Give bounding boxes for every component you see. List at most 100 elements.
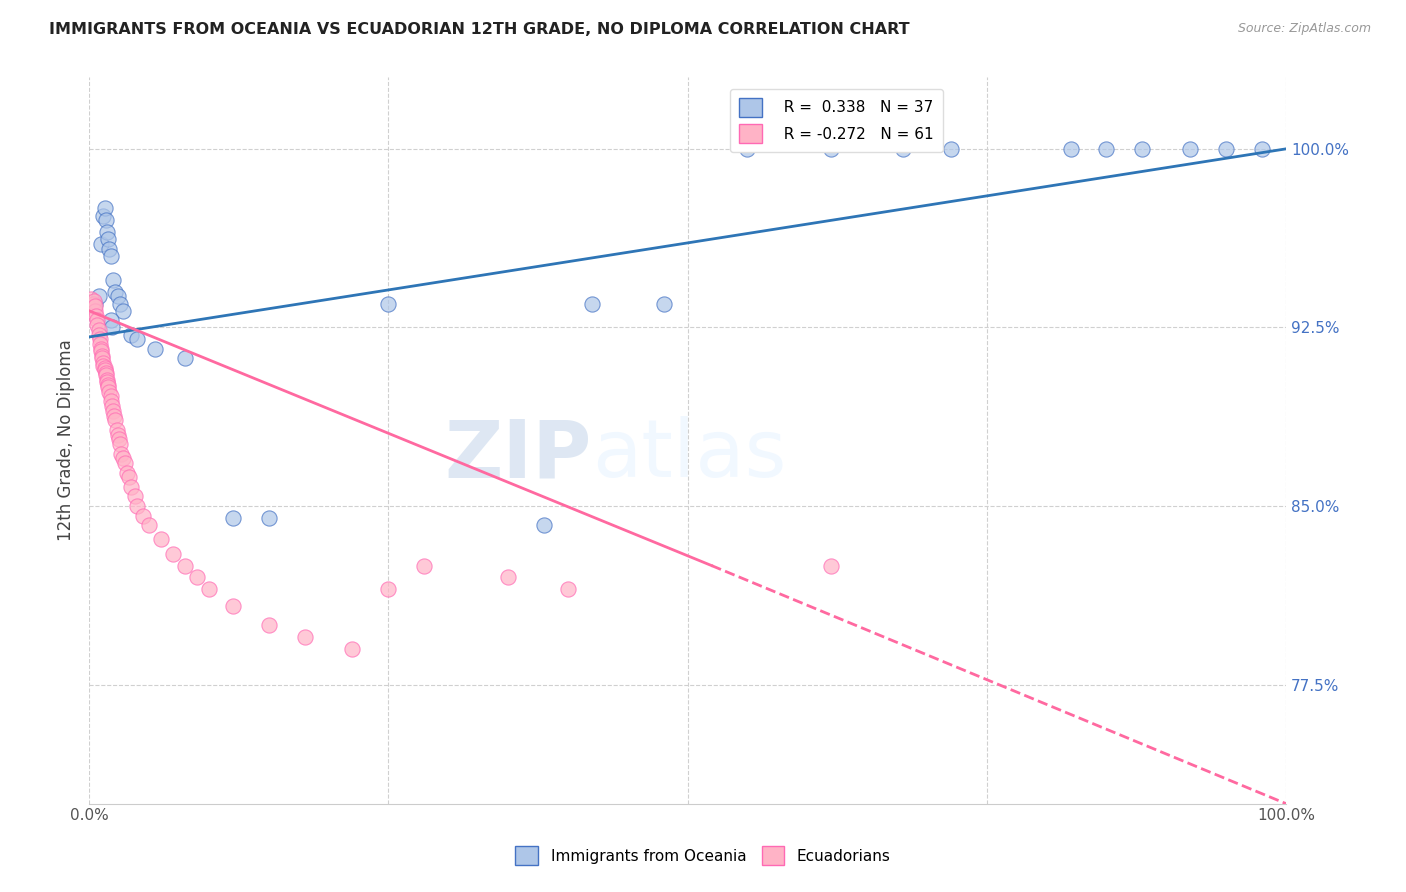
Point <box>86 318 108 332</box>
Point <box>1180 142 1202 156</box>
Point <box>94 213 117 227</box>
Point <box>96 375 118 389</box>
Point <box>91 351 114 366</box>
Point <box>111 451 134 466</box>
Point <box>105 423 128 437</box>
Point <box>100 389 122 403</box>
Point <box>1095 142 1118 156</box>
Point <box>96 373 118 387</box>
Point <box>104 413 127 427</box>
Point <box>86 313 108 327</box>
Point <box>820 558 842 573</box>
Point <box>114 456 136 470</box>
Text: atlas: atlas <box>592 416 786 494</box>
Point <box>94 368 117 382</box>
Point <box>124 490 146 504</box>
Point <box>96 225 118 239</box>
Point <box>93 359 115 373</box>
Point <box>891 142 914 156</box>
Point <box>173 351 195 366</box>
Text: ZIP: ZIP <box>444 416 592 494</box>
Point <box>89 337 111 351</box>
Point <box>257 511 280 525</box>
Point <box>737 142 759 156</box>
Point <box>87 323 110 337</box>
Point <box>84 309 107 323</box>
Point <box>104 285 127 299</box>
Point <box>84 296 107 310</box>
Point <box>94 366 117 380</box>
Point <box>120 480 142 494</box>
Point <box>84 299 107 313</box>
Point <box>93 360 115 375</box>
Point <box>100 249 122 263</box>
Point <box>93 209 115 223</box>
Point <box>1059 142 1081 156</box>
Text: Source: ZipAtlas.com: Source: ZipAtlas.com <box>1237 22 1371 36</box>
Point <box>222 599 245 613</box>
Legend: Immigrants from Oceania, Ecuadorians: Immigrants from Oceania, Ecuadorians <box>509 840 897 871</box>
Point <box>377 296 399 310</box>
Point <box>108 437 131 451</box>
Point <box>1251 142 1274 156</box>
Point <box>80 292 103 306</box>
Point <box>89 332 111 346</box>
Text: IMMIGRANTS FROM OCEANIA VS ECUADORIAN 12TH GRADE, NO DIPLOMA CORRELATION CHART: IMMIGRANTS FROM OCEANIA VS ECUADORIAN 12… <box>49 22 910 37</box>
Point <box>108 433 131 447</box>
Point <box>377 582 399 597</box>
Point <box>117 466 139 480</box>
Legend:   R =  0.338   N = 37,   R = -0.272   N = 61: R = 0.338 N = 37, R = -0.272 N = 61 <box>730 88 943 152</box>
Point <box>107 289 129 303</box>
Point <box>93 363 115 377</box>
Point <box>98 384 121 399</box>
Point <box>557 582 579 597</box>
Point <box>93 356 115 370</box>
Point <box>101 273 124 287</box>
Point <box>1130 142 1153 156</box>
Point <box>533 518 555 533</box>
Point <box>939 142 962 156</box>
Point <box>93 202 115 216</box>
Point <box>84 303 107 318</box>
Point <box>132 508 155 523</box>
Y-axis label: 12th Grade, No Diploma: 12th Grade, No Diploma <box>58 340 75 541</box>
Point <box>222 511 245 525</box>
Point <box>97 232 120 246</box>
Point <box>101 320 124 334</box>
Point <box>413 558 436 573</box>
Point <box>257 618 280 632</box>
Point <box>97 377 120 392</box>
Point <box>107 427 129 442</box>
Point <box>101 399 124 413</box>
Point <box>342 641 364 656</box>
Point <box>90 237 112 252</box>
Point <box>186 570 208 584</box>
Point <box>581 296 603 310</box>
Point <box>100 313 122 327</box>
Point <box>1215 142 1237 156</box>
Point <box>120 327 142 342</box>
Point <box>197 582 219 597</box>
Point <box>125 332 148 346</box>
Point <box>110 447 132 461</box>
Point <box>108 296 131 310</box>
Point <box>98 242 121 256</box>
Point <box>173 558 195 573</box>
Point <box>82 296 104 310</box>
Point <box>83 294 105 309</box>
Point <box>294 630 316 644</box>
Point <box>87 289 110 303</box>
Point <box>149 533 172 547</box>
Point <box>138 518 160 533</box>
Point <box>652 296 675 310</box>
Point <box>90 344 112 359</box>
Point <box>100 394 122 409</box>
Point <box>90 342 112 356</box>
Point <box>103 409 125 423</box>
Point <box>125 499 148 513</box>
Point <box>111 303 134 318</box>
Point <box>91 349 114 363</box>
Point <box>820 142 842 156</box>
Point <box>101 404 124 418</box>
Point <box>87 327 110 342</box>
